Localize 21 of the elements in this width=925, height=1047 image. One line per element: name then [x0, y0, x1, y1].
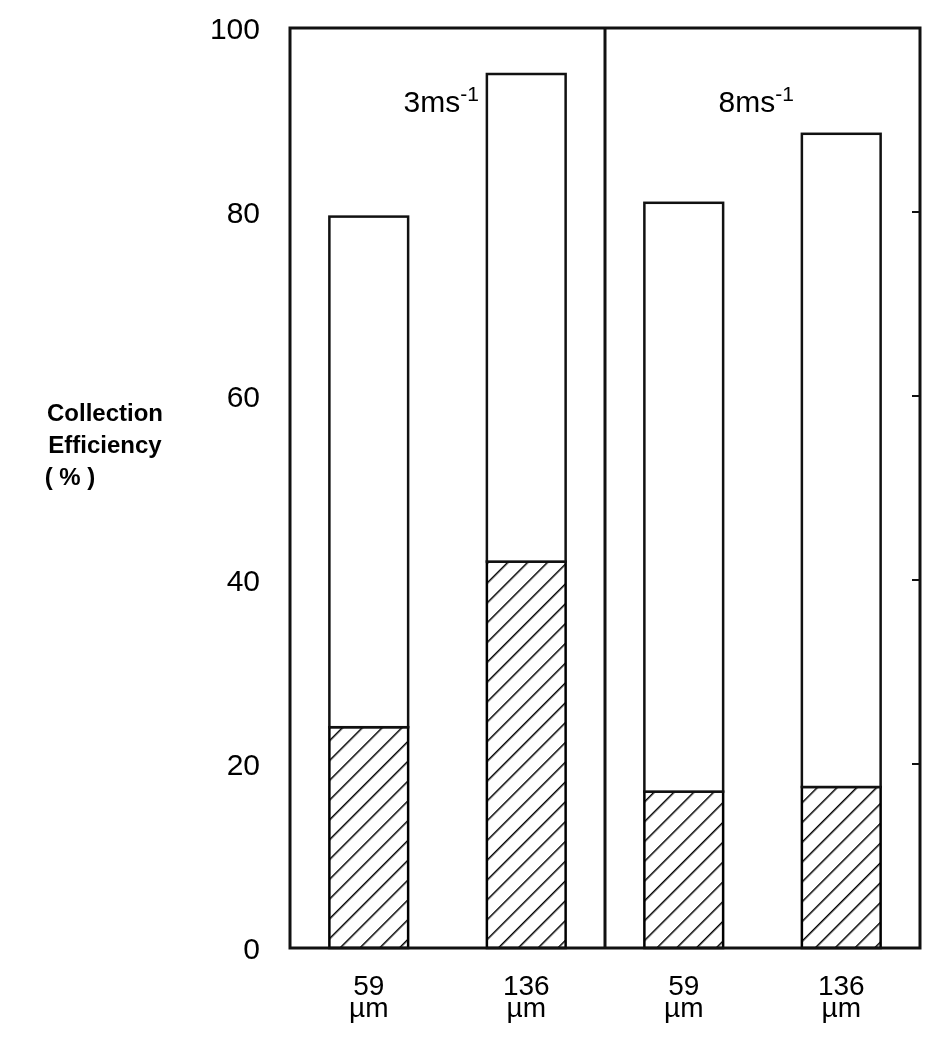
y-tick-label: 60	[226, 379, 260, 413]
y-tick-label: 100	[209, 11, 260, 45]
y-tick-label: 0	[243, 931, 260, 965]
bar	[485, 560, 567, 950]
bar	[328, 725, 410, 950]
bar	[643, 790, 725, 950]
y-tick-label: 80	[226, 195, 260, 229]
bar	[328, 215, 410, 729]
y-tick-label: 20	[226, 747, 260, 781]
annotation: 8ms$^{-1}$	[718, 81, 794, 118]
bar	[643, 201, 725, 793]
annotation: 3ms$^{-1}$	[403, 81, 479, 118]
x-tick-label: 59 µm	[349, 970, 389, 1023]
y-axis-title: Collection Efficiency ( % )	[44, 399, 164, 490]
bar	[800, 132, 882, 789]
bar	[800, 785, 882, 950]
x-tick-label: 136 µm	[502, 970, 550, 1023]
x-tick-label: 59 µm	[664, 970, 704, 1023]
y-tick-label: 40	[226, 563, 260, 597]
x-tick-label: 136 µm	[817, 970, 865, 1023]
bar	[485, 72, 567, 563]
